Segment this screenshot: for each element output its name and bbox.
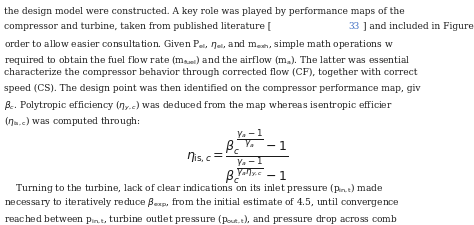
Text: characterize the compressor behavior through corrected flow (CF), together with : characterize the compressor behavior thr… bbox=[4, 68, 417, 77]
Text: required to obtain the fuel flow rate (m$_{\mathrm{fuel}}$) and the airflow (m$_: required to obtain the fuel flow rate (m… bbox=[4, 53, 410, 67]
Text: necessary to iteratively reduce $\beta_{\mathrm{exp}}$, from the initial estimat: necessary to iteratively reduce $\beta_{… bbox=[4, 196, 400, 209]
Text: $\eta_{\mathrm{is},c} = \dfrac{\beta_c^{\,\dfrac{\gamma_a - 1}{\gamma_a}} - 1}{\: $\eta_{\mathrm{is},c} = \dfrac{\beta_c^{… bbox=[186, 127, 288, 187]
Text: Turning to the turbine, lack of clear indications on its inlet pressure (p$_{\ma: Turning to the turbine, lack of clear in… bbox=[4, 180, 383, 194]
Text: speed (CS). The design point was then identified on the compressor performance m: speed (CS). The design point was then id… bbox=[4, 83, 420, 92]
Text: ] and included in Figure: ] and included in Figure bbox=[363, 22, 474, 31]
Text: order to allow easier consultation. Given P$_{\mathrm{el}}$, $\eta_{\mathrm{el}}: order to allow easier consultation. Give… bbox=[4, 37, 393, 50]
Text: reached between p$_{\mathrm{in,t}}$, turbine outlet pressure (p$_{\mathrm{out,t}: reached between p$_{\mathrm{in,t}}$, tur… bbox=[4, 211, 397, 225]
Text: the design model were constructed. A key role was played by performance maps of : the design model were constructed. A key… bbox=[4, 7, 404, 16]
Text: ($\eta_{\mathrm{is,c}}$) was computed through:: ($\eta_{\mathrm{is,c}}$) was computed th… bbox=[4, 114, 141, 128]
Text: compressor and turbine, taken from published literature [: compressor and turbine, taken from publi… bbox=[4, 22, 271, 31]
Text: 33: 33 bbox=[349, 22, 360, 31]
Text: $\beta_c$. Polytropic efficiency ($\eta_{y,c}$) was deduced from the map whereas: $\beta_c$. Polytropic efficiency ($\eta_… bbox=[4, 99, 392, 112]
